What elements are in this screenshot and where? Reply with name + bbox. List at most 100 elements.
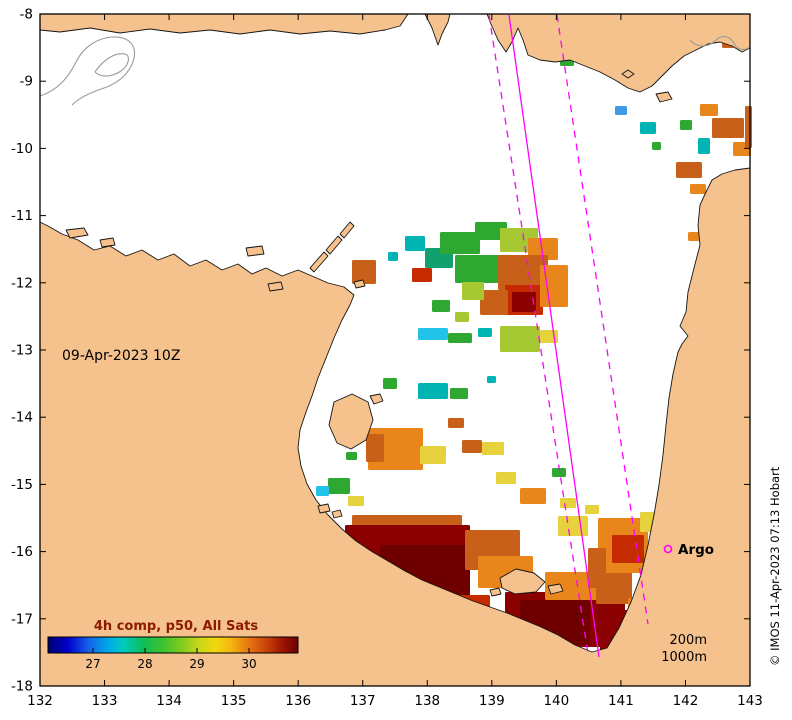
x-tick-label: 137 [350, 693, 376, 709]
argo-float-marker [663, 544, 673, 554]
sst-patch [455, 255, 500, 283]
sst-patch [560, 498, 576, 508]
isobath-contour-3 [689, 36, 751, 50]
island-north-coast-3 [245, 245, 265, 257]
x-tick-label: 134 [156, 693, 182, 709]
island-pellew-1 [317, 503, 331, 514]
colorbar-tick-label: 28 [137, 657, 152, 671]
x-tick-label: 139 [479, 693, 505, 709]
sst-patch [540, 265, 568, 307]
sst-patch [316, 486, 329, 496]
sst-patch [328, 478, 350, 494]
plot-border [39, 13, 751, 687]
axis-ticks [39, 13, 751, 687]
y-tick-label: -15 [11, 477, 33, 493]
sst-patch [640, 122, 656, 134]
x-tick-label: 135 [221, 693, 247, 709]
sst-patch [680, 120, 692, 130]
landmass-png-west [39, 13, 409, 35]
landmass-australia [39, 167, 751, 687]
sst-patch [448, 418, 464, 428]
sst-patch [348, 496, 364, 506]
colorbar-ticks: 27 28 29 30 [85, 648, 257, 671]
sst-patch [480, 290, 508, 315]
sst-patch [558, 516, 588, 536]
isobath-contour-2 [94, 53, 130, 77]
sst-patch [698, 138, 710, 154]
swath-edge-dashed-line [488, 14, 589, 655]
sst-patch [388, 252, 398, 261]
x-tick-label: 141 [608, 693, 634, 709]
x-tick-label: 136 [285, 693, 311, 709]
sst-patch [487, 376, 496, 383]
islands [65, 69, 673, 597]
sst-patch [383, 378, 397, 389]
sst-patch [652, 142, 661, 150]
sst-patch [676, 162, 702, 178]
y-tick-label: -8 [20, 7, 33, 23]
x-tick-label: 140 [543, 693, 569, 709]
island-north-coast-2 [99, 237, 116, 248]
sst-patch [450, 388, 468, 399]
island-wessel-2 [325, 235, 343, 255]
colorbar-tick-label: 30 [241, 657, 256, 671]
sst-patch [528, 238, 558, 260]
colorbar-title: 4h comp, p50, All Sats [94, 619, 258, 634]
swath-edge-dashed-line [556, 14, 649, 625]
sst-patch [462, 282, 484, 300]
date-label: 09-Apr-2023 10Z [62, 348, 180, 364]
sst-patch [585, 505, 599, 514]
island-gove [353, 279, 366, 289]
sst-patch [500, 326, 540, 352]
bathymetry-contours [39, 36, 751, 106]
sst-patch [520, 488, 546, 504]
sst-patch [498, 255, 548, 290]
x-tick-label: 132 [27, 693, 53, 709]
island-wellesley-1 [547, 583, 564, 595]
sst-patch [346, 452, 357, 460]
sst-patch [478, 328, 492, 337]
sst-patch [615, 106, 627, 115]
island-small-ne-groote [369, 393, 384, 405]
bathy-label-200m: 200m [670, 633, 707, 648]
sst-patch [475, 222, 507, 240]
argo-group: Argo [663, 542, 714, 558]
sst-patch [688, 232, 700, 241]
sst-patch [552, 468, 566, 477]
swath-center-line [508, 14, 600, 658]
sst-patch [512, 292, 536, 312]
y-tick-label: -17 [11, 611, 33, 627]
x-tick-label: 143 [737, 693, 763, 709]
y-tick-label: -10 [11, 141, 33, 157]
colorbar-gradient [47, 636, 299, 654]
sst-patch [448, 333, 472, 343]
sst-patch [588, 548, 606, 588]
sst-patch [432, 300, 450, 312]
colorbar: 4h comp, p50, All Sats 27 28 29 30 [47, 619, 299, 671]
sst-patch [352, 260, 376, 284]
satellite-swath-lines [488, 14, 649, 658]
island-torres-1 [621, 69, 635, 79]
x-tick-label: 142 [673, 693, 699, 709]
y-tick-label: -9 [20, 74, 33, 90]
island-wellesley-2 [489, 587, 502, 597]
x-tick-label: 133 [92, 693, 118, 709]
y-tick-label: -12 [11, 275, 33, 291]
y-tick-label: -18 [11, 679, 33, 695]
sst-patch [612, 535, 644, 563]
sst-patch [462, 440, 482, 453]
credit-label: © IMOS 11-Apr-2023 07:13 Hobart [768, 466, 782, 666]
sst-patch [455, 312, 469, 322]
y-tick-label: -13 [11, 343, 33, 359]
island-north-coast-4 [267, 281, 284, 292]
sst-patch [745, 106, 752, 148]
y-tick-label: -14 [11, 410, 33, 426]
bathy-label-1000m: 1000m [661, 650, 707, 665]
sst-patch [418, 383, 448, 399]
sst-patch [482, 442, 504, 455]
island-pellew-2 [331, 509, 343, 519]
colorbar-tick-label: 29 [189, 657, 204, 671]
sst-patch [712, 118, 744, 138]
sst-patch [366, 434, 384, 462]
